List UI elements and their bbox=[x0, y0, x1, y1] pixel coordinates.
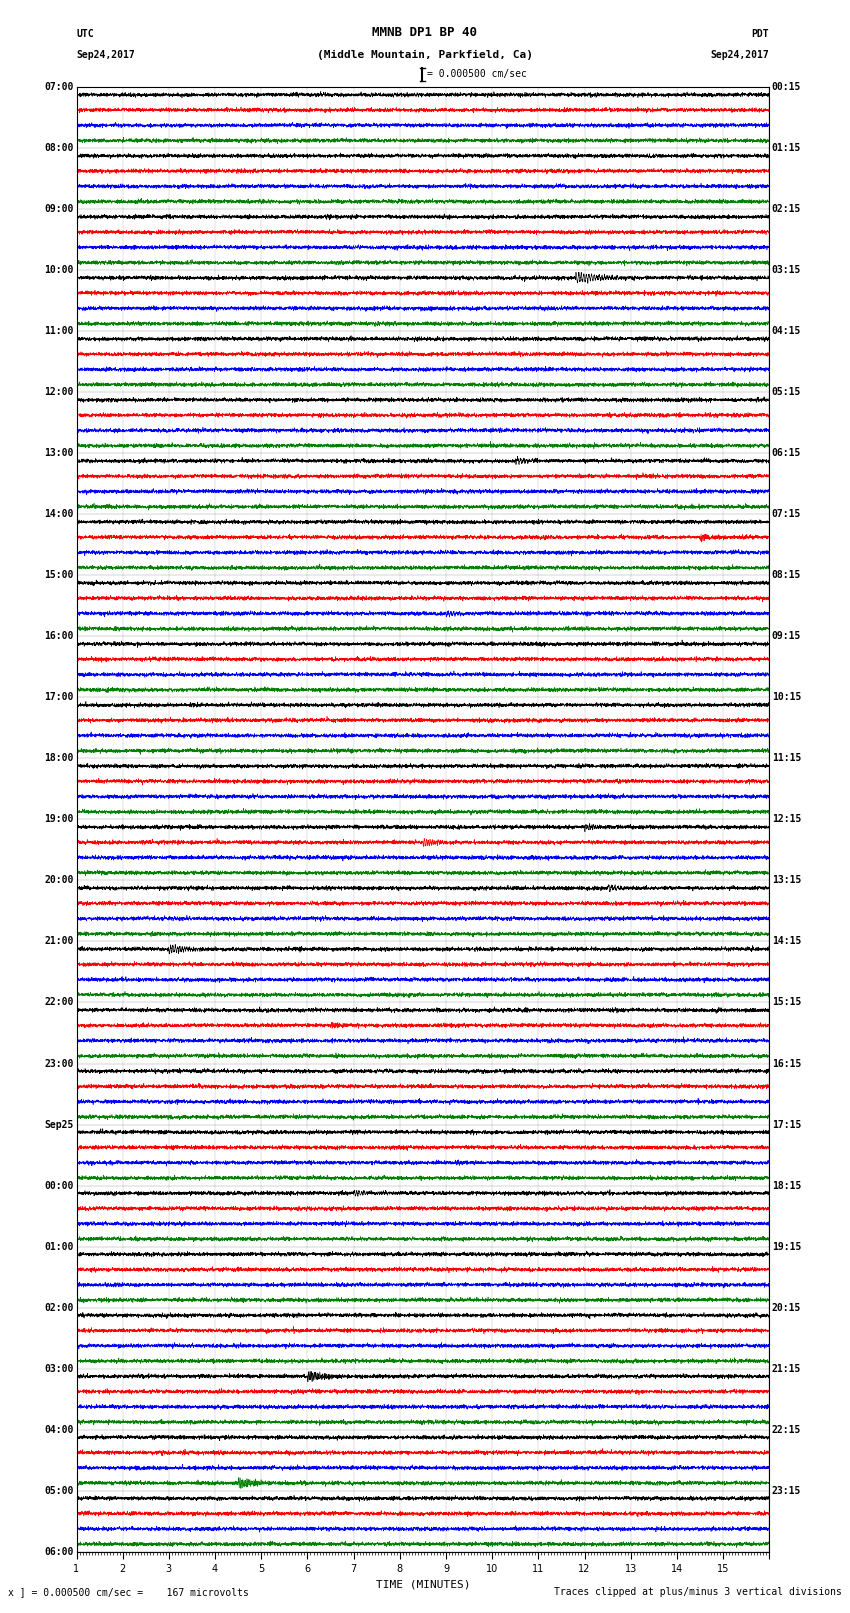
Text: 17:15: 17:15 bbox=[772, 1119, 802, 1129]
Text: 21:00: 21:00 bbox=[44, 937, 74, 947]
Text: 13:15: 13:15 bbox=[772, 876, 802, 886]
Text: 20:00: 20:00 bbox=[44, 876, 74, 886]
Text: 10:15: 10:15 bbox=[772, 692, 802, 702]
Text: PDT: PDT bbox=[751, 29, 769, 39]
Text: 07:15: 07:15 bbox=[772, 510, 802, 519]
Text: 00:15: 00:15 bbox=[772, 82, 802, 92]
Text: Sep24,2017: Sep24,2017 bbox=[76, 50, 135, 60]
Text: Sep24,2017: Sep24,2017 bbox=[711, 50, 769, 60]
Text: 01:15: 01:15 bbox=[772, 144, 802, 153]
Text: (Middle Mountain, Parkfield, Ca): (Middle Mountain, Parkfield, Ca) bbox=[317, 50, 533, 60]
Text: 08:15: 08:15 bbox=[772, 571, 802, 581]
Text: 12:00: 12:00 bbox=[44, 387, 74, 397]
Text: x ] = 0.000500 cm/sec =    167 microvolts: x ] = 0.000500 cm/sec = 167 microvolts bbox=[8, 1587, 249, 1597]
Text: 21:15: 21:15 bbox=[772, 1363, 802, 1374]
Text: Sep25: Sep25 bbox=[44, 1119, 74, 1129]
Text: 23:15: 23:15 bbox=[772, 1486, 802, 1495]
Text: 18:00: 18:00 bbox=[44, 753, 74, 763]
Text: 12:15: 12:15 bbox=[772, 815, 802, 824]
Text: 13:00: 13:00 bbox=[44, 448, 74, 458]
Text: 11:15: 11:15 bbox=[772, 753, 802, 763]
Text: 19:15: 19:15 bbox=[772, 1242, 802, 1252]
Text: MMNB DP1 BP 40: MMNB DP1 BP 40 bbox=[372, 26, 478, 39]
Text: 00:00: 00:00 bbox=[44, 1181, 74, 1190]
Text: 09:00: 09:00 bbox=[44, 205, 74, 215]
X-axis label: TIME (MINUTES): TIME (MINUTES) bbox=[376, 1579, 470, 1589]
Text: 14:00: 14:00 bbox=[44, 510, 74, 519]
Text: 04:00: 04:00 bbox=[44, 1424, 74, 1434]
Text: 04:15: 04:15 bbox=[772, 326, 802, 336]
Text: 02:15: 02:15 bbox=[772, 205, 802, 215]
Text: 03:15: 03:15 bbox=[772, 265, 802, 276]
Text: UTC: UTC bbox=[76, 29, 94, 39]
Text: 22:15: 22:15 bbox=[772, 1424, 802, 1434]
Text: 05:15: 05:15 bbox=[772, 387, 802, 397]
Text: 11:00: 11:00 bbox=[44, 326, 74, 336]
Text: 03:00: 03:00 bbox=[44, 1363, 74, 1374]
Text: 22:00: 22:00 bbox=[44, 997, 74, 1008]
Text: 09:15: 09:15 bbox=[772, 631, 802, 642]
Text: 10:00: 10:00 bbox=[44, 265, 74, 276]
Text: 06:15: 06:15 bbox=[772, 448, 802, 458]
Text: 15:15: 15:15 bbox=[772, 997, 802, 1008]
Text: 01:00: 01:00 bbox=[44, 1242, 74, 1252]
Text: 06:00: 06:00 bbox=[44, 1547, 74, 1557]
Text: 15:00: 15:00 bbox=[44, 571, 74, 581]
Text: 16:15: 16:15 bbox=[772, 1058, 802, 1068]
Text: 17:00: 17:00 bbox=[44, 692, 74, 702]
Text: 08:00: 08:00 bbox=[44, 144, 74, 153]
Text: 20:15: 20:15 bbox=[772, 1303, 802, 1313]
Text: 18:15: 18:15 bbox=[772, 1181, 802, 1190]
Text: 07:00: 07:00 bbox=[44, 82, 74, 92]
Text: 05:00: 05:00 bbox=[44, 1486, 74, 1495]
Text: 23:00: 23:00 bbox=[44, 1058, 74, 1068]
Text: 14:15: 14:15 bbox=[772, 937, 802, 947]
Text: 16:00: 16:00 bbox=[44, 631, 74, 642]
Text: 19:00: 19:00 bbox=[44, 815, 74, 824]
Text: = 0.000500 cm/sec: = 0.000500 cm/sec bbox=[427, 69, 527, 79]
Text: Traces clipped at plus/minus 3 vertical divisions: Traces clipped at plus/minus 3 vertical … bbox=[553, 1587, 842, 1597]
Text: 02:00: 02:00 bbox=[44, 1303, 74, 1313]
